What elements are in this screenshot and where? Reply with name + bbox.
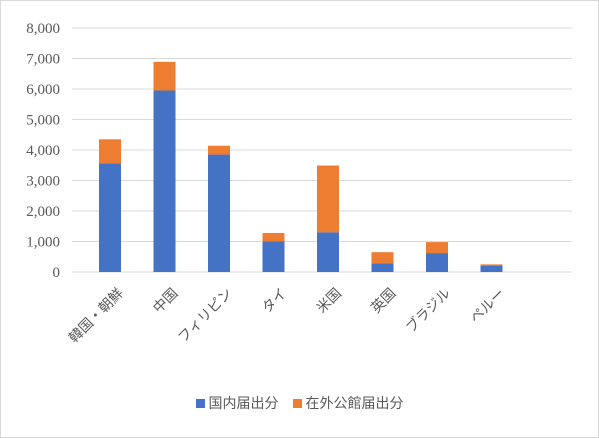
y-tick-label: 2,000 (26, 204, 60, 220)
legend-swatch-domestic (195, 398, 205, 408)
y-tick-label: 4,000 (26, 143, 60, 159)
x-category-label: 韓国・朝鮮 (66, 286, 127, 347)
bar-segment-overseas (426, 242, 448, 254)
legend-label-domestic: 国内届出分 (208, 396, 279, 412)
bar-segment-domestic (480, 265, 503, 272)
legend-item-domestic: 国内届出分 (195, 393, 279, 413)
bar-segment-domestic (99, 163, 121, 272)
legend-item-overseas: 在外公館届出分 (292, 393, 404, 413)
x-category-label: フィリピン (175, 286, 236, 347)
bar-segment-overseas (371, 252, 394, 264)
legend-label-overseas: 在外公館届出分 (305, 396, 404, 412)
bar-segment-domestic (262, 241, 285, 272)
y-tick-label: 1,000 (26, 235, 60, 251)
bar-segment-domestic (371, 263, 394, 272)
x-category-label: 中国 (150, 286, 181, 317)
bar-segment-domestic (426, 253, 448, 272)
bar-segment-overseas (317, 165, 339, 233)
legend: 国内届出分 在外公館届出分 (0, 392, 599, 414)
y-tick-label: 6,000 (26, 82, 60, 98)
x-category-label: ペルー (467, 286, 508, 327)
y-tick-label: 5,000 (26, 113, 60, 129)
bar-segment-overseas (262, 232, 285, 242)
bar-segment-domestic (153, 90, 176, 273)
y-tick-label: 0 (53, 265, 61, 281)
x-category-label: 米国 (314, 286, 345, 317)
bar-segment-domestic (317, 232, 339, 272)
stacked-bar-chart: 0 1,000 2,000 3,000 4,000 5,000 6,000 7,000 8,00… (26, 21, 572, 347)
x-category-label: 英国 (368, 285, 400, 317)
y-tick-label: 8,000 (26, 21, 60, 37)
bar-segment-overseas (99, 139, 121, 164)
legend-swatch-overseas (292, 398, 302, 408)
bar-segment-overseas (153, 61, 176, 91)
y-tick-label: 7,000 (26, 52, 60, 68)
x-category-label: タイ (259, 286, 290, 317)
x-category-label: ブラジル (402, 285, 453, 336)
bar-segment-overseas (480, 264, 503, 266)
y-tick-label: 3,000 (26, 174, 60, 190)
bar-segment-overseas (208, 145, 230, 155)
bar-segment-domestic (208, 154, 230, 272)
